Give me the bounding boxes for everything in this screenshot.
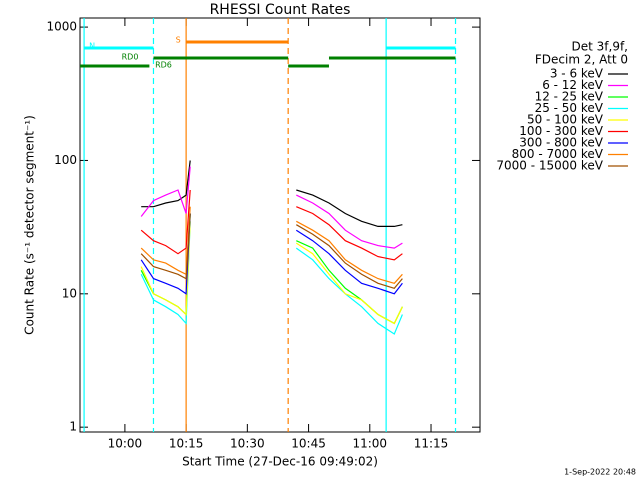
legend-label: 6 - 12 keV bbox=[542, 78, 604, 92]
x-tick-label: 11:00 bbox=[352, 437, 387, 451]
series-line bbox=[140, 166, 403, 249]
y-tick-label: 1 bbox=[69, 420, 77, 434]
y-tick-label: 10 bbox=[62, 286, 77, 300]
footer: 1-Sep-2022 20:48 bbox=[564, 468, 636, 477]
legend-header: FDecim 2, Att 0 bbox=[535, 53, 628, 67]
series-line bbox=[140, 189, 403, 261]
y-axis-label: Count Rate (s⁻¹ detector segment⁻¹) bbox=[23, 115, 37, 335]
flag-label: RD0 bbox=[122, 53, 139, 62]
x-tick-label: 10:30 bbox=[230, 437, 265, 451]
y-tick-label: 1000 bbox=[46, 20, 77, 34]
legend-header: Det 3f,9f, bbox=[572, 40, 629, 54]
series-line bbox=[141, 160, 403, 227]
legend-label: 3 - 6 keV bbox=[550, 67, 604, 81]
x-tick-label: 10:15 bbox=[169, 437, 204, 451]
series-line bbox=[140, 221, 403, 325]
x-axis-label: Start Time (27-Dec-16 09:49:02) bbox=[182, 455, 378, 469]
x-tick-label: 10:45 bbox=[291, 437, 326, 451]
x-tick-label: 11:15 bbox=[414, 437, 449, 451]
series-line bbox=[140, 213, 403, 289]
plot-frame bbox=[79, 17, 481, 433]
flag-label: S bbox=[176, 36, 181, 45]
legend-label: 100 - 300 keV bbox=[519, 124, 603, 138]
y-tick-label: 100 bbox=[54, 153, 77, 167]
legend-label: 7000 - 15000 keV bbox=[496, 159, 603, 173]
flag-label: RD6 bbox=[155, 61, 172, 70]
legend-label: 12 - 25 keV bbox=[535, 90, 604, 104]
flag-label: N bbox=[89, 42, 95, 51]
chart-title: RHESSI Count Rates bbox=[210, 2, 351, 18]
legend-label: 50 - 100 keV bbox=[527, 113, 604, 127]
x-tick-label: 10:00 bbox=[108, 437, 143, 451]
legend-label: 800 - 7000 keV bbox=[512, 147, 604, 161]
legend-label: 300 - 800 keV bbox=[519, 136, 603, 150]
series-line bbox=[140, 213, 403, 325]
series-line bbox=[140, 213, 403, 295]
series-line bbox=[140, 221, 403, 335]
legend-label: 25 - 50 keV bbox=[535, 101, 604, 115]
series-line bbox=[140, 206, 403, 284]
